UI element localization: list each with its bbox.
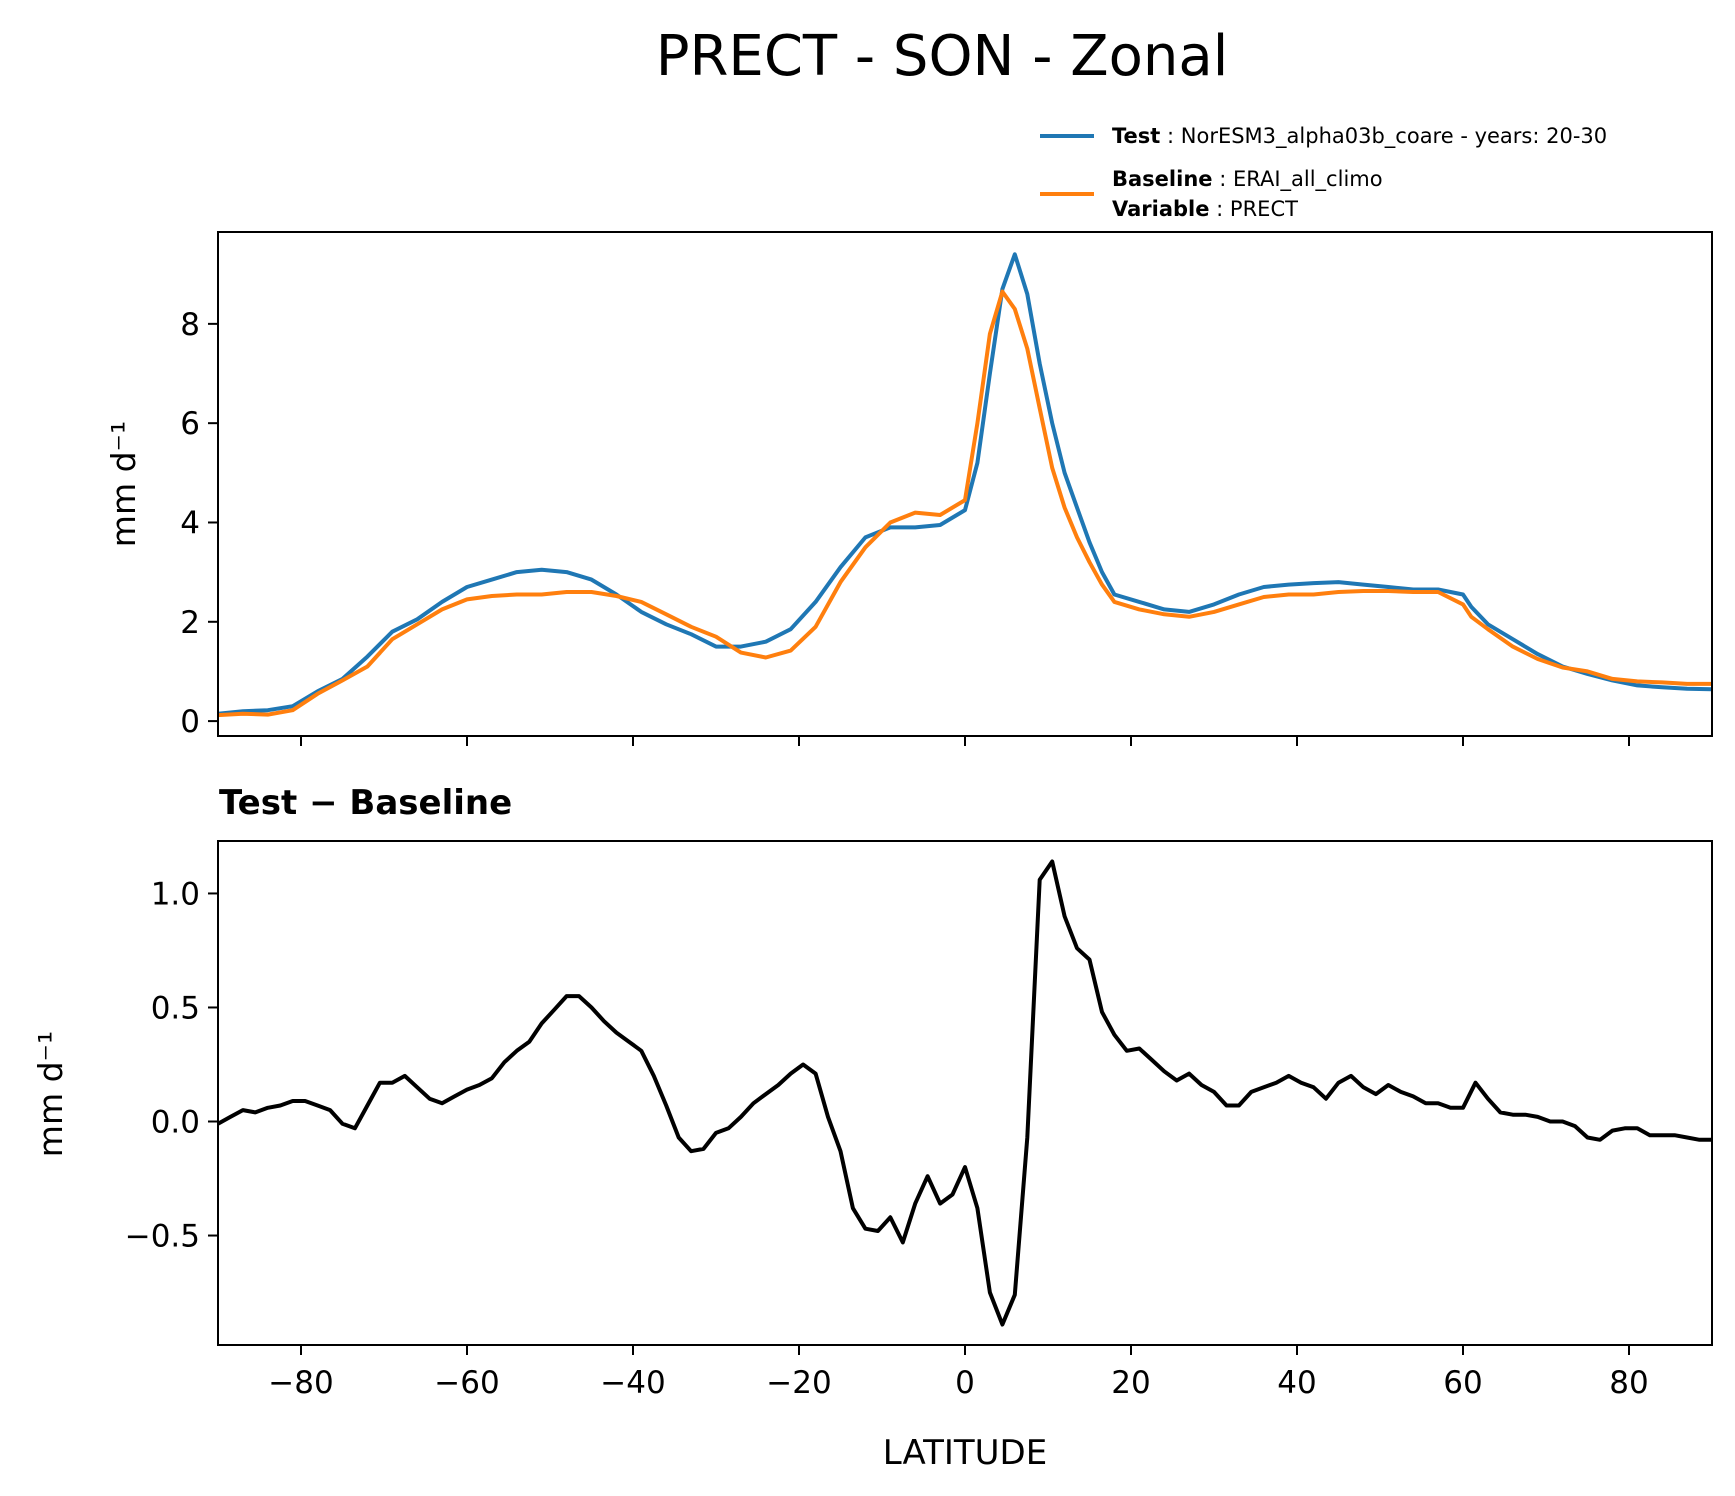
bottom-series-test-baseline-line [218, 859, 1712, 1327]
diff-title-sep: − [309, 783, 338, 823]
diff-title-left: Test [219, 783, 297, 823]
bottom-ytick-label: 0.0 [151, 1105, 200, 1141]
bottom-ytick-label: −0.5 [125, 1219, 200, 1255]
top-series-test-line [218, 252, 1712, 716]
diff-panel-title: Test − Baseline [219, 783, 512, 823]
legend-variable-entry: Variable : PRECT [1112, 197, 1298, 221]
legend-baseline-label: Baseline [1112, 167, 1213, 191]
diff-title-right: Baseline [349, 783, 512, 823]
top-ytick-label: 0 [180, 704, 200, 740]
bottom-xtick-label: −80 [268, 1365, 333, 1401]
bottom-xtick-label: −60 [434, 1365, 499, 1401]
bottom-xtick-label: 40 [1277, 1365, 1316, 1401]
legend-test-label: Test [1112, 124, 1160, 148]
bottom-xtick-label: 60 [1443, 1365, 1482, 1401]
top-plot-frame [217, 231, 1713, 737]
top-series-baseline-line [218, 289, 1712, 718]
bottom-xtick-label: −40 [600, 1365, 665, 1401]
legend-baseline-entry: Baseline : ERAI_all_climo [1112, 167, 1383, 192]
top-ytick-label: 6 [180, 406, 200, 442]
bottom-xtick-label: −20 [766, 1365, 831, 1401]
top-y-axis-label: mm d⁻¹ [104, 421, 143, 547]
figure-title: PRECT - SON - Zonal [656, 24, 1229, 89]
top-ytick-label: 8 [180, 307, 200, 343]
bottom-ytick-label: 1.0 [151, 876, 200, 912]
top-panel: 0 2 4 6 8 mm d⁻¹ [104, 231, 1713, 746]
legend: Test : NorESM3_alpha03b_coare - years: 2… [1040, 124, 1607, 221]
legend-variable-value: PRECT [1230, 197, 1298, 221]
bottom-plot-frame [217, 840, 1713, 1346]
x-axis-label: LATITUDE [883, 1433, 1047, 1473]
bottom-xtick-label: 80 [1609, 1365, 1648, 1401]
bottom-xtick-label: 0 [955, 1365, 975, 1401]
bottom-ytick-label: 0.5 [151, 990, 200, 1026]
top-ytick-label: 4 [180, 505, 200, 541]
legend-variable-label: Variable [1112, 197, 1209, 221]
legend-test-value: NorESM3_alpha03b_coare - years: 20-30 [1181, 124, 1607, 149]
bottom-panel: Test − Baseline −0.50.00.51.0 −80 −60 −40−… [31, 783, 1713, 1473]
top-ytick-label: 2 [180, 605, 200, 641]
bottom-xtick-label: 20 [1111, 1365, 1150, 1401]
legend-baseline-value: ERAI_all_climo [1233, 167, 1383, 192]
bottom-y-axis-label: mm d⁻¹ [31, 1031, 70, 1157]
legend-test-entry: Test : NorESM3_alpha03b_coare - years: 2… [1112, 124, 1607, 149]
